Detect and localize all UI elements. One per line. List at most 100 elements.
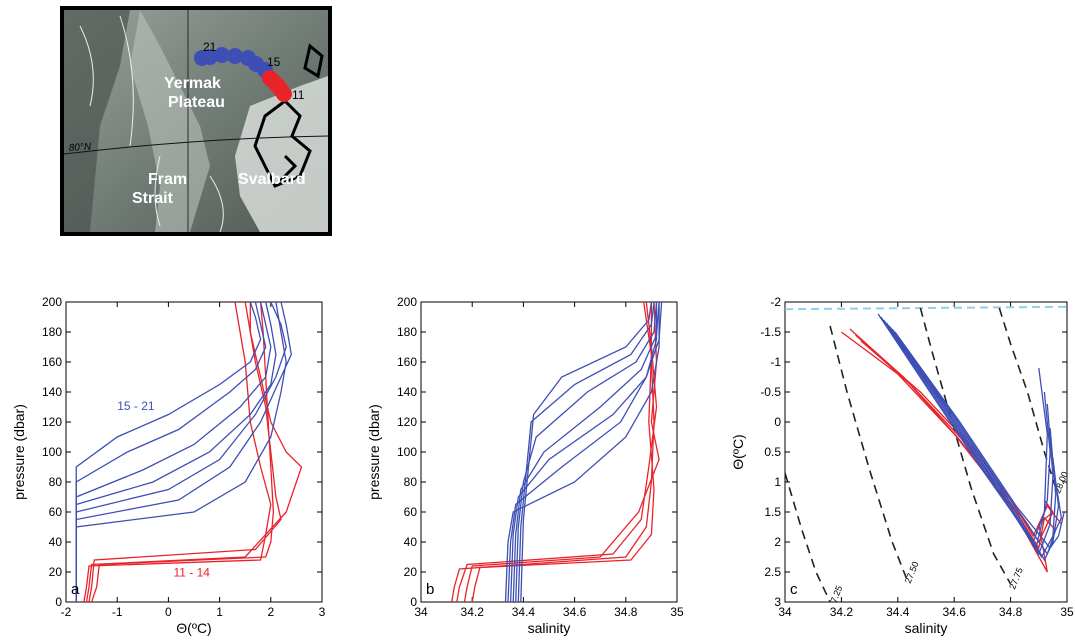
profile-line: [463, 302, 660, 602]
plot-area: [784, 301, 1068, 603]
station-dot-red: [276, 86, 292, 102]
y-tick-label: 140: [397, 385, 417, 399]
y-tick-label: 20: [49, 565, 63, 579]
y-tick-label: 0: [410, 595, 417, 609]
y-tick-label: 20: [404, 565, 418, 579]
profile-line: [75, 302, 272, 602]
profile-line: [83, 302, 272, 602]
annotation-red-stations: 11 - 14: [174, 566, 211, 580]
y-tick-label: 200: [397, 295, 417, 309]
y-tick-label: 160: [397, 355, 417, 369]
y-tick-label: -1: [770, 355, 781, 369]
y-tick-label: 1.5: [764, 505, 781, 519]
map-deep-basin: [64, 10, 130, 232]
y-tick-label: 40: [49, 535, 63, 549]
y-tick-label: 1: [774, 475, 781, 489]
x-tick-label: 34.8: [614, 605, 638, 619]
map-land: [235, 76, 328, 232]
x-tick-label: 34.4: [886, 605, 910, 619]
y-tick-label: 100: [397, 445, 417, 459]
station-dot-blue: [227, 48, 243, 64]
y-tick-label: 180: [42, 325, 62, 339]
y-tick-label: 0: [774, 415, 781, 429]
y-tick-label: -0.5: [760, 385, 781, 399]
y-axis-label: pressure (dbar): [11, 404, 27, 500]
profile-line: [520, 302, 653, 602]
y-tick-label: 180: [397, 325, 417, 339]
plot-content: [75, 302, 303, 602]
y-axis-label: Θ(ºC): [730, 434, 746, 469]
map-contours: [79, 15, 224, 233]
y-tick-label: 0.5: [764, 445, 781, 459]
plot-content: [451, 302, 663, 602]
x-tick-label: -1: [112, 605, 123, 619]
profile-line: [456, 302, 658, 602]
isopycnal-line: [919, 307, 1012, 585]
profile-line: [894, 331, 1065, 550]
profile-line: [75, 302, 287, 602]
plot-area: [420, 301, 678, 603]
y-tick-label: 80: [404, 475, 418, 489]
y-tick-label: 200: [42, 295, 62, 309]
label-80n: 80°N: [68, 141, 92, 154]
profile-line: [515, 302, 658, 602]
panel-label-c: c: [790, 581, 798, 598]
chart-panel-b: 34 34.2 34.4 34.6 34.8 35 0 20 40 60 80 100 120 140 16…: [366, 295, 684, 636]
freezing-line: [785, 305, 1067, 311]
map-latitude-line: [63, 135, 329, 155]
map-coastline: [253, 99, 312, 188]
x-tick-label: 34.2: [461, 605, 485, 619]
station-label-11: 11: [292, 88, 305, 102]
x-tick-label: 2: [267, 605, 274, 619]
inset-map: 21 15 11 Yermak Plateau Fram Strait Sval…: [60, 6, 332, 236]
x-tick-label: 35: [1060, 605, 1074, 619]
profile-line: [507, 302, 658, 602]
station-dot-blue: [214, 47, 230, 63]
profile-line: [855, 334, 1062, 538]
map-svg: 21 15 11 Yermak Plateau Fram Strait Sval…: [60, 6, 332, 236]
plots-svg: -2 -1 0 1 2 3020406080100120140160180200Θ(ºC)…: [11, 295, 1074, 636]
profile-line: [888, 325, 1060, 562]
x-tick-label: 35: [670, 605, 684, 619]
x-tick-label: 3: [319, 605, 326, 619]
x-axis-label: salinity: [528, 620, 571, 636]
y-tick-label: 40: [404, 535, 418, 549]
profile-line: [509, 302, 663, 602]
x-tick-label: 34.6: [943, 605, 967, 619]
x-tick-label: -2: [61, 605, 72, 619]
panel-label-b: b: [426, 581, 434, 598]
y-tick-label: 0: [55, 595, 62, 609]
profile-line: [891, 328, 1063, 556]
annotation-blue-stations: 15 - 21: [117, 399, 155, 413]
panel-label-a: a: [71, 581, 80, 598]
profile-line: [88, 302, 282, 602]
station-markers: [194, 47, 292, 102]
profile-line: [512, 302, 660, 602]
y-tick-label: 2.5: [764, 565, 781, 579]
isopycnal-line: [829, 325, 908, 579]
x-tick-label: 34: [778, 605, 792, 619]
y-tick-label: 160: [42, 355, 62, 369]
profile-line: [471, 302, 655, 602]
y-tick-label: 60: [49, 505, 63, 519]
x-tick-label: 0: [165, 605, 172, 619]
x-tick-label: 34.2: [830, 605, 854, 619]
label-fram: Fram: [148, 171, 187, 188]
station-label-21: 21: [203, 40, 217, 54]
y-axis-label: pressure (dbar): [366, 404, 382, 500]
profile-line: [85, 302, 303, 602]
profile-line: [517, 302, 655, 602]
label-yermak: Yermak: [164, 75, 221, 92]
y-tick-label: -1.5: [760, 325, 781, 339]
isopycnal-line: [785, 472, 831, 602]
y-tick-label: 100: [42, 445, 62, 459]
chart-panel-c: 34 34.2 34.4 34.6 34.8 35 -2 -1.5 -1 -0.5 0 0.5 1 1.5…: [730, 295, 1074, 636]
profile-line: [90, 302, 275, 602]
x-tick-label: 1: [216, 605, 223, 619]
x-tick-label: 34: [414, 605, 428, 619]
profile-line: [75, 302, 277, 602]
x-axis-label: salinity: [905, 620, 948, 636]
profile-line: [451, 302, 655, 602]
y-tick-label: 80: [49, 475, 63, 489]
profile-plots: -2 -1 0 1 2 3 0 20 40 60 80 100 120 140 160 180 200 Θ(ºC)…: [0, 290, 1075, 639]
